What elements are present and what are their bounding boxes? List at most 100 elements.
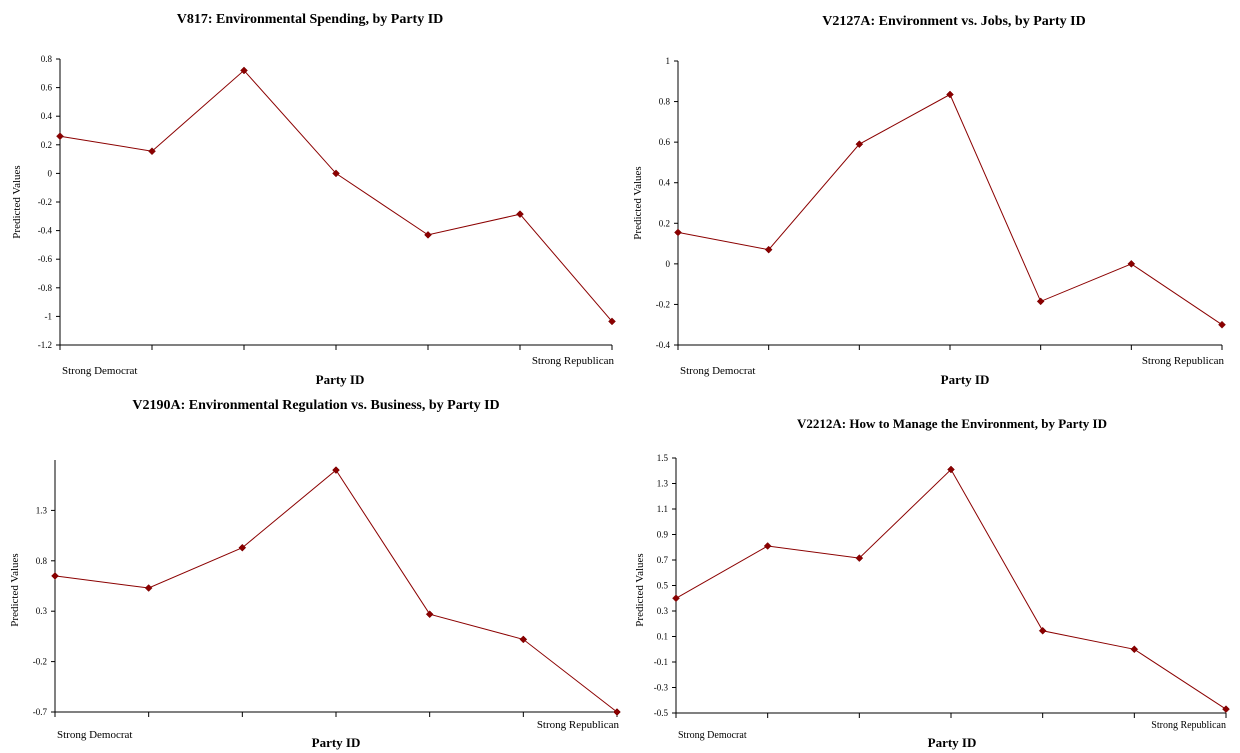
x-category-label-strong-republican: Strong Republican [1142,355,1225,367]
data-point-marker [424,231,432,239]
data-point-marker [855,554,864,562]
plot-area [672,465,1230,714]
y-tick-label: 0.4 [41,111,53,121]
y-tick-label: -1 [45,311,53,321]
chart-panel-environment-vs-jobs: V2127A: Environment vs. Jobs, by Party I… [632,14,1226,387]
x-category-label-strong-republican: Strong Republican [537,719,620,731]
y-tick-label: 0 [666,259,671,269]
data-point-marker [516,210,524,219]
series-line [677,93,1223,326]
y-tick-label: 0.7 [657,555,669,565]
x-axis: Strong Democrat Strong Republican [677,344,1225,377]
data-point-marker [56,132,64,141]
chart-title: V2127A: Environment vs. Jobs, by Party I… [822,14,1085,29]
x-axis-label: Party ID [941,372,990,387]
data-point-marker [144,584,153,592]
y-tick-label: 0.9 [657,530,669,540]
plot-area [674,90,1226,329]
chart-panel-environmental-spending: V817: Environmental Spending, by Party I… [11,12,616,387]
y-tick-label: 1.3 [657,479,669,489]
y-axis-label: Predicted Values [11,165,23,238]
y-axis-label: Predicted Values [632,166,644,239]
y-tick-label: 0.5 [657,581,669,591]
x-axis-label: Party ID [316,372,365,387]
y-axis-ticks: -1.2 -1 -0.8 -0.6 -0.4 -0.2 0 0.2 0.4 0.6 0.8 [38,54,61,350]
y-tick-label: -0.4 [656,340,671,350]
y-tick-label: -0.5 [654,708,669,718]
x-category-label-strong-democrat: Strong Democrat [680,365,755,377]
y-tick-label: 0.8 [41,54,53,64]
chart-panel-manage-environment: V2212A: How to Manage the Environment, b… [634,416,1230,750]
data-point-marker [1036,297,1045,306]
x-axis-label: Party ID [312,735,361,750]
x-axis-label: Party ID [928,735,977,750]
data-point-marker [855,140,864,149]
y-tick-label: 0.6 [41,83,53,93]
data-point-marker [332,466,340,474]
y-tick-label: 1 [666,56,671,66]
x-category-label-strong-democrat: Strong Democrat [678,730,747,741]
data-point-marker [608,317,616,326]
data-point-marker [1222,705,1230,714]
chart-title: V2190A: Environmental Regulation vs. Bus… [132,398,499,413]
y-tick-label: 0.3 [36,606,48,616]
x-axis: Strong Democrat Strong Republican [54,711,620,741]
data-point-marker [674,228,682,237]
series-line [675,468,1227,710]
data-point-marker [238,543,247,552]
y-tick-label: -0.8 [38,283,53,293]
series-line [59,69,613,322]
y-tick-label: -0.2 [38,197,52,207]
y-tick-label: 0.4 [659,178,671,188]
plot-area [56,66,616,326]
series-line [54,469,618,713]
y-axis-ticks: -0.5 -0.3 -0.1 0.1 0.3 0.5 0.7 0.9 1.1 1.3 1.5 [654,453,677,718]
y-tick-label: 0.1 [657,632,668,642]
data-point-marker [519,635,528,644]
y-tick-label: 1.3 [36,505,48,515]
y-tick-label: 0.8 [659,97,671,107]
data-point-marker [425,610,434,619]
x-category-label-strong-democrat: Strong Democrat [62,365,137,377]
y-tick-label: 0.6 [659,137,671,147]
data-point-marker [240,66,248,75]
data-point-marker [148,147,156,156]
plot-area [51,466,621,716]
data-point-marker [672,594,680,603]
y-tick-label: -0.2 [656,299,670,309]
y-axis-ticks: -0.4 -0.2 0 0.2 0.4 0.6 0.8 1 [656,56,679,350]
y-tick-label: 1.5 [657,453,669,463]
x-axis: Strong Democrat Strong Republican [675,712,1227,741]
y-tick-label: 0.8 [36,556,48,566]
chart-title: V817: Environmental Spending, by Party I… [177,12,444,27]
chart-title: V2212A: How to Manage the Environment, b… [797,416,1107,431]
y-tick-label: 0.2 [41,140,52,150]
x-category-label-strong-democrat: Strong Democrat [57,729,132,741]
data-point-marker [51,572,59,580]
data-point-marker [332,169,340,178]
y-tick-label: 0.2 [659,218,670,228]
y-tick-label: 0.3 [657,606,669,616]
y-axis-label: Predicted Values [634,553,646,626]
data-point-marker [1130,645,1139,654]
y-tick-label: -1.2 [38,340,52,350]
y-axis-label: Predicted Values [9,553,21,626]
data-point-marker [764,245,773,254]
y-tick-label: -0.6 [38,254,53,264]
data-point-marker [947,465,955,474]
y-tick-label: 0 [48,168,53,178]
data-point-marker [1127,260,1136,268]
y-tick-label: 1.1 [657,504,668,514]
data-point-marker [946,90,954,99]
y-tick-label: -0.1 [654,657,668,667]
chart-panel-regulation-vs-business: V2190A: Environmental Regulation vs. Bus… [9,398,621,750]
data-point-marker [763,542,772,550]
data-point-marker [1218,320,1226,329]
x-axis: Strong Democrat Strong Republican [59,344,614,377]
y-tick-label: -0.3 [654,683,669,693]
x-category-label-strong-republican: Strong Republican [1151,720,1226,731]
y-tick-label: -0.4 [38,226,53,236]
data-point-marker [613,708,621,716]
data-point-marker [1038,626,1047,635]
